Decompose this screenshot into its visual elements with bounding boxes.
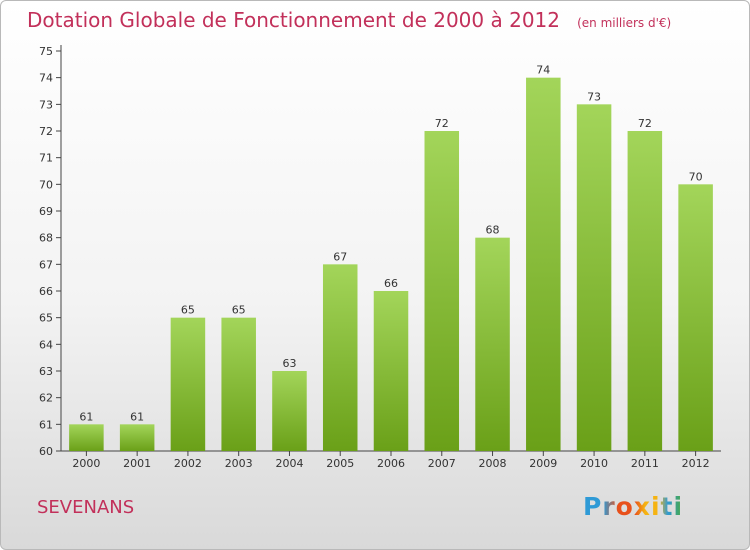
bar [678,184,713,452]
proxiti-logo[interactable]: Proxiti [583,490,693,526]
bar-value-label: 73 [587,90,601,103]
proxiti-logo-text: Proxiti [583,490,683,524]
bar-value-label: 65 [181,304,195,317]
bar-value-label: 63 [282,357,296,370]
bar-value-label: 72 [435,117,449,130]
bar [69,424,104,451]
bar [170,317,206,451]
y-tick-label: 68 [39,232,53,245]
x-tick-label: 2005 [326,457,354,470]
x-tick-label: 2001 [123,457,151,470]
y-tick-label: 67 [39,258,53,271]
x-tick-label: 2002 [174,457,202,470]
x-tick-label: 2009 [529,457,557,470]
commune-name: SEVENANS [37,497,135,518]
chart-title: Dotation Globale de Fonctionnement de 20… [27,8,560,32]
x-tick-label: 2003 [225,457,253,470]
bar-value-label: 61 [130,410,144,423]
bar [627,131,663,451]
bar-value-label: 66 [384,277,398,290]
x-tick-label: 2000 [72,457,100,470]
bar [119,424,155,451]
bar-value-label: 74 [536,64,550,77]
x-tick-label: 2004 [275,457,303,470]
y-tick-label: 63 [39,365,53,378]
bar [576,104,612,451]
bar [475,237,510,451]
x-tick-label: 2010 [580,457,608,470]
x-tick-label: 2007 [428,457,456,470]
bar [526,77,561,452]
chart-subtitle: (en milliers d'€) [577,16,672,30]
y-tick-label: 74 [39,72,53,85]
bar-value-label: 70 [689,170,703,183]
y-tick-label: 73 [39,98,53,111]
y-tick-label: 71 [39,152,53,165]
bar [424,131,460,451]
y-tick-label: 62 [39,392,53,405]
y-tick-label: 69 [39,205,53,218]
y-tick-label: 61 [39,418,53,431]
bar [322,264,358,451]
bar-value-label: 72 [638,117,652,130]
bar-value-label: 65 [232,304,246,317]
bar [373,291,409,451]
x-tick-label: 2012 [682,457,710,470]
bar [272,371,307,451]
bar-value-label: 67 [333,250,347,263]
y-tick-label: 70 [39,178,53,191]
y-tick-label: 72 [39,125,53,138]
bar [221,317,256,451]
x-tick-label: 2008 [479,457,507,470]
y-tick-label: 64 [39,338,53,351]
bar-value-label: 61 [79,410,93,423]
bar-value-label: 68 [486,224,500,237]
y-tick-label: 60 [39,445,53,458]
x-tick-label: 2006 [377,457,405,470]
y-tick-label: 75 [39,45,53,58]
chart-title-group: Dotation Globale de Fonctionnement de 20… [27,8,671,32]
x-tick-label: 2011 [631,457,659,470]
y-tick-label: 65 [39,312,53,325]
y-tick-label: 66 [39,285,53,298]
